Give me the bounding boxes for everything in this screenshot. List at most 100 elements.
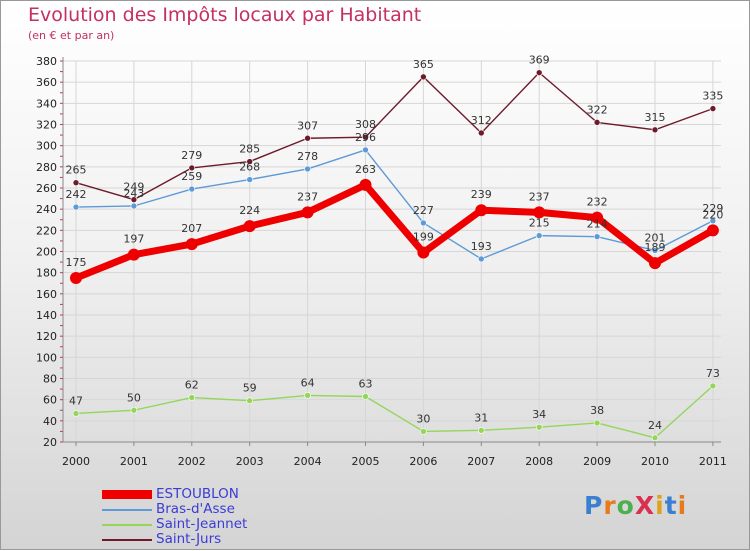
chart-subtitle: (en € et par an): [28, 29, 115, 42]
data-point-saint-jeannet: [130, 406, 138, 414]
data-point-saint-jurs: [709, 105, 717, 112]
y-tick-label: 40: [43, 415, 57, 428]
data-label-bras-d-asse: 193: [471, 240, 492, 253]
data-label-estoublon: 237: [529, 190, 550, 203]
data-label-saint-jurs: 365: [413, 58, 434, 71]
data-label-estoublon: 197: [123, 233, 144, 246]
data-label-saint-jurs: 335: [702, 90, 723, 103]
logo-letter: X: [634, 491, 656, 520]
grid-lines: [63, 60, 721, 443]
data-label-bras-d-asse: 214: [587, 218, 608, 231]
logo-letter: t: [664, 491, 678, 520]
data-label-saint-jeannet: 59: [243, 382, 257, 395]
logo-letter: i: [655, 491, 665, 520]
axes: 20 40 60 80 100 120 140 160 180 200 220 240 260 280 30…: [36, 55, 727, 468]
data-label-bras-d-asse: 268: [239, 161, 260, 174]
data-label-saint-jeannet: 62: [185, 379, 199, 392]
y-tick-label: 260: [36, 182, 57, 195]
legend-label: Bras-d'Asse: [156, 501, 235, 517]
data-label-estoublon: 232: [587, 196, 608, 209]
logo-letter: o: [616, 491, 635, 520]
data-point-estoublon: [243, 220, 256, 233]
y-tick-label: 120: [36, 330, 57, 343]
data-point-bras-d-asse: [188, 185, 196, 193]
data-point-saint-jurs: [535, 69, 543, 76]
data-label-saint-jeannet: 30: [416, 412, 430, 425]
data-label-saint-jeannet: 50: [127, 391, 141, 404]
data-point-saint-jeannet: [304, 392, 311, 399]
data-label-estoublon: 224: [239, 204, 260, 217]
data-point-estoublon: [185, 238, 198, 251]
data-point-saint-jeannet: [362, 393, 369, 400]
y-tick-label: 280: [36, 161, 57, 174]
data-label-saint-jeannet: 47: [69, 394, 83, 407]
data-label-saint-jurs: 315: [645, 111, 666, 124]
data-label-saint-jeannet: 38: [590, 404, 604, 417]
x-tick-label: 2004: [294, 455, 322, 468]
data-label-saint-jurs: 369: [529, 54, 550, 67]
series-line-estoublon: [72, 181, 717, 282]
y-tick-label: 60: [43, 394, 57, 407]
data-label-estoublon: 175: [66, 256, 87, 269]
series-line-saint-jurs: [75, 71, 714, 201]
data-label-bras-d-asse: 215: [529, 217, 550, 230]
data-point-saint-jurs: [420, 73, 427, 81]
y-tick-label: 20: [43, 436, 57, 449]
data-label-estoublon: 207: [181, 222, 202, 235]
data-point-bras-d-asse: [246, 176, 253, 183]
data-point-saint-jeannet: [72, 410, 80, 417]
data-point-saint-jeannet: [420, 428, 427, 435]
data-label-estoublon: 189: [645, 241, 666, 254]
data-point-saint-jeannet: [246, 397, 253, 405]
data-point-bras-d-asse: [420, 219, 427, 227]
data-point-saint-jurs: [651, 126, 659, 134]
data-label-bras-d-asse: 229: [702, 202, 723, 215]
x-tick-label: 2007: [467, 455, 495, 468]
y-tick-label: 340: [36, 97, 57, 110]
y-tick-label: 80: [43, 373, 57, 386]
legend-swatch: [102, 509, 152, 511]
data-point-estoublon: [127, 248, 140, 261]
data-point-saint-jurs: [362, 133, 369, 141]
data-point-saint-jurs: [246, 158, 253, 165]
data-point-saint-jurs: [72, 179, 80, 187]
data-label-saint-jurs: 307: [297, 119, 318, 132]
legend-swatch: [102, 539, 152, 541]
data-label-saint-jurs: 322: [587, 103, 608, 116]
y-tick-label: 200: [36, 246, 57, 259]
data-point-estoublon: [706, 224, 719, 237]
data-point-bras-d-asse: [709, 217, 717, 225]
legend-swatch: [102, 524, 152, 526]
data-point-estoublon: [417, 246, 430, 259]
y-tick-label: 180: [36, 267, 57, 280]
data-point-saint-jurs: [188, 164, 196, 172]
data-point-saint-jurs: [477, 129, 485, 137]
data-label-saint-jurs: 249: [123, 181, 144, 194]
data-point-bras-d-asse: [362, 146, 369, 154]
x-tick-label: 2006: [409, 455, 437, 468]
data-point-saint-jeannet: [188, 394, 196, 401]
data-label-bras-d-asse: 296: [355, 131, 376, 144]
data-label-saint-jeannet: 24: [648, 419, 662, 432]
data-point-bras-d-asse: [130, 202, 138, 210]
data-label-estoublon: 220: [702, 208, 723, 221]
proxiti-logo: ProXiti: [584, 491, 687, 520]
logo-letter: P: [584, 491, 604, 520]
data-point-saint-jeannet: [535, 423, 543, 431]
data-point-estoublon: [649, 257, 661, 270]
legend-label: Saint-Jurs: [156, 531, 222, 547]
x-tick-label: 2003: [236, 455, 264, 468]
data-label-bras-d-asse: 278: [297, 150, 318, 163]
data-point-saint-jurs: [130, 196, 138, 203]
data-label-saint-jeannet: 34: [532, 408, 546, 421]
y-tick-label: 360: [36, 76, 57, 89]
data-label-estoublon: 199: [413, 231, 434, 244]
series-line-saint-jeannet: [75, 385, 714, 439]
data-point-estoublon: [533, 206, 546, 219]
y-tick-label: 320: [36, 119, 57, 132]
data-label-saint-jeannet: 64: [301, 376, 315, 389]
data-point-bras-d-asse: [535, 232, 543, 239]
data-point-saint-jeannet: [593, 419, 601, 427]
